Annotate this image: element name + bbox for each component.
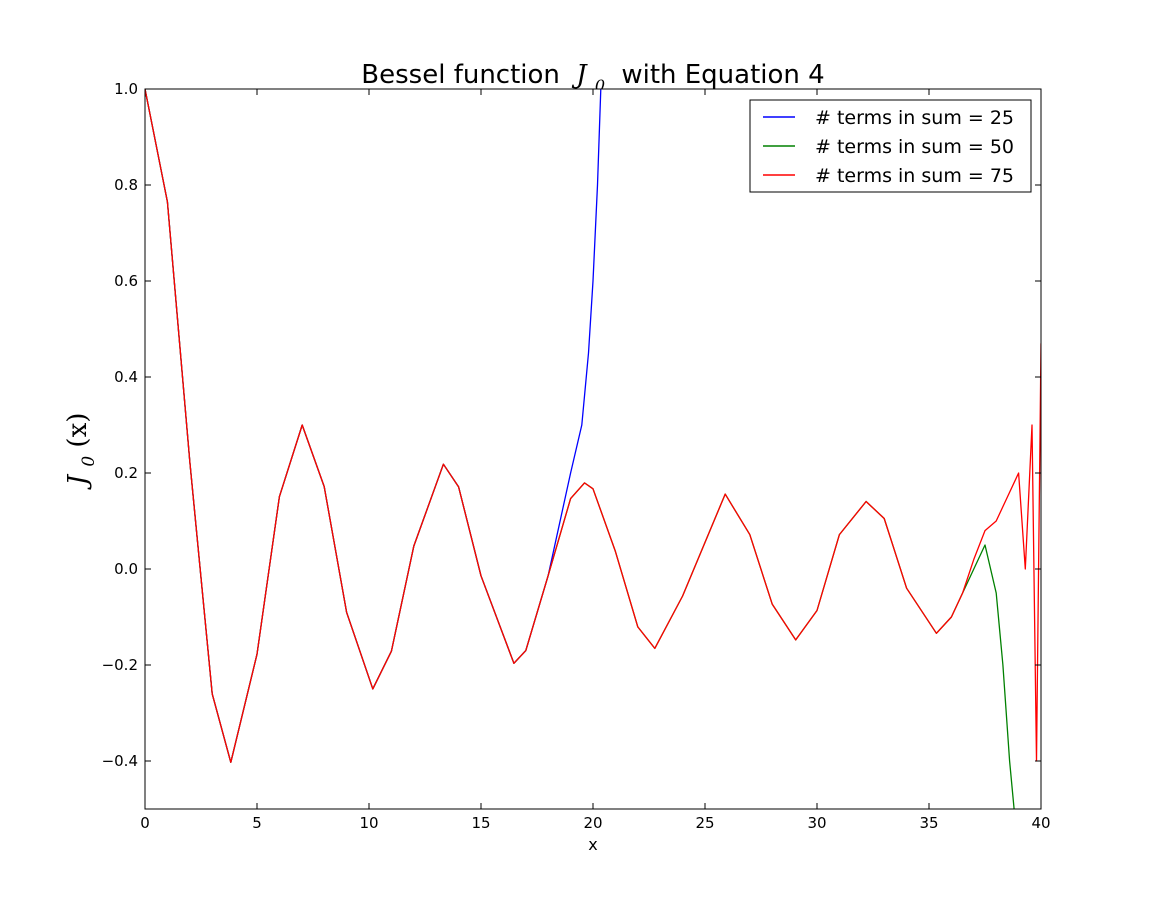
x-tick-label: 25 <box>695 814 714 832</box>
y-tick-label: 0.0 <box>114 560 138 578</box>
legend-label-2: # terms in sum = 50 <box>815 136 1014 158</box>
series-line-3 <box>145 89 1041 763</box>
legend-label-3: # terms in sum = 75 <box>815 165 1014 187</box>
x-tick-label: 30 <box>807 814 826 832</box>
y-tick-label: 0.8 <box>114 176 138 194</box>
legend: # terms in sum = 25 # terms in sum = 50 # … <box>749 99 1032 193</box>
y-tick-label: −0.4 <box>102 752 138 770</box>
y-axis-label-sub: 0 <box>79 456 99 467</box>
x-tick-label: 10 <box>359 814 378 832</box>
x-tick-label: 15 <box>471 814 490 832</box>
chart-title-prefix: Bessel function <box>361 60 560 90</box>
y-tick-label: 0.2 <box>114 464 138 482</box>
chart-title: Bessel function J 0 with Equation 4 <box>361 60 824 98</box>
legend-label-1: # terms in sum = 25 <box>815 107 1014 129</box>
x-tick-label: 20 <box>583 814 602 832</box>
x-tick-label: 40 <box>1031 814 1050 832</box>
y-tick-label: 1.0 <box>114 80 138 98</box>
y-tick-label: −0.2 <box>102 656 138 674</box>
x-tick-label: 35 <box>919 814 938 832</box>
plot-area <box>145 89 1041 809</box>
y-tick-label: 0.4 <box>114 368 138 386</box>
y-axis-label-main: J <box>63 473 93 490</box>
x-tick-label: 0 <box>140 814 150 832</box>
x-axis-label: x <box>588 835 597 854</box>
y-tick-label: 0.6 <box>114 272 138 290</box>
legend-box <box>749 99 1032 193</box>
legend-entries: # terms in sum = 25 # terms in sum = 50 # … <box>763 107 1014 187</box>
y-axis-label: J 0 (x) <box>63 413 101 491</box>
tick-layer: 0 5 10 15 20 25 30 35 40 −0.4 −0.2 0.0 0.2 0.4 0.6 0.8 1… <box>102 80 1051 832</box>
series-layer <box>145 89 1041 809</box>
y-axis-label-rest: (x) <box>63 413 93 448</box>
chart-title-suffix: with Equation 4 <box>621 60 824 90</box>
chart-title-math-sub: 0 <box>595 76 605 95</box>
chart-title-math-main: J <box>571 60 588 90</box>
x-tick-label: 5 <box>252 814 262 832</box>
